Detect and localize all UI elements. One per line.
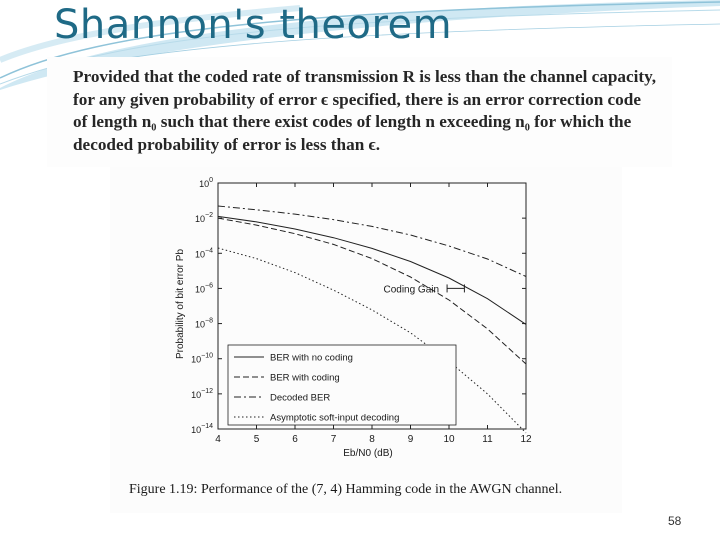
slide-number: 58: [668, 514, 682, 528]
x-tick-label: 12: [520, 434, 532, 445]
y-tick-label: 10−10: [191, 353, 213, 365]
y-tick-label: 10−4: [195, 247, 213, 259]
y-axis-label: Probability of bit error Pb: [175, 249, 186, 359]
x-tick-label: 11: [482, 434, 493, 445]
x-axis-label: Eb/N0 (dB): [343, 448, 392, 459]
coding-gain-label: Coding Gain: [383, 284, 439, 295]
x-tick-label: 5: [254, 434, 260, 445]
y-tick-label: 10−2: [195, 212, 213, 224]
series-line-ber-with-no-coding: [217, 215, 527, 325]
legend-label-asymptotic-soft-input-decoding: Asymptotic soft-input decoding: [270, 413, 399, 424]
series-line-asymptotic-soft-input-decoding: [217, 247, 527, 434]
y-tick-label: 100: [199, 177, 213, 189]
theorem-line: Provided that the coded rate of transmis…: [73, 67, 657, 86]
y-tick-label: 10−12: [191, 388, 213, 400]
x-tick-label: 9: [408, 434, 414, 445]
figure-caption: Figure 1.19: Performance of the (7, 4) H…: [129, 482, 563, 497]
x-tick-label: 4: [215, 434, 221, 445]
x-axis-label-text: Eb/N0 (dB): [343, 448, 392, 459]
series-line-ber-with-coding: [217, 217, 527, 365]
legend-label-decoded-ber: Decoded BER: [270, 393, 330, 404]
legend-box: [227, 344, 457, 426]
theorem-statement: Provided that the coded rate of transmis…: [47, 57, 672, 167]
y-tick-label: 10−6: [195, 282, 213, 294]
figure-panel: 4 5 6 7 8 9 10 11 12 100 10−2 10−4 10−6 10−8 10−10 10−1…: [110, 167, 622, 513]
x-tick-label: 10: [443, 434, 455, 445]
ber-chart: 4 5 6 7 8 9 10 11 12 100 10−2 10−4 10−6 10−8 10−10 10−1…: [175, 177, 532, 459]
y-tick-label: 10−8: [195, 318, 213, 330]
theorem-line: decoded probability of error is less tha…: [73, 134, 381, 154]
series-line-decoded-ber: [217, 205, 527, 277]
x-tick-label: 6: [292, 434, 298, 445]
theorem-line: of length n₀ such that there exist codes…: [73, 112, 632, 131]
y-tick-label: 10−14: [191, 423, 213, 435]
x-tick-label: 7: [331, 434, 337, 445]
theorem-line: for any given probability of error ϵ spe…: [73, 89, 641, 109]
slide-title: Shannon's theorem: [54, 2, 453, 48]
legend-label-ber-with-no-coding: BER with no coding: [270, 353, 353, 364]
legend-label-ber-with-coding: BER with coding: [270, 373, 340, 384]
x-tick-label: 8: [369, 434, 375, 445]
